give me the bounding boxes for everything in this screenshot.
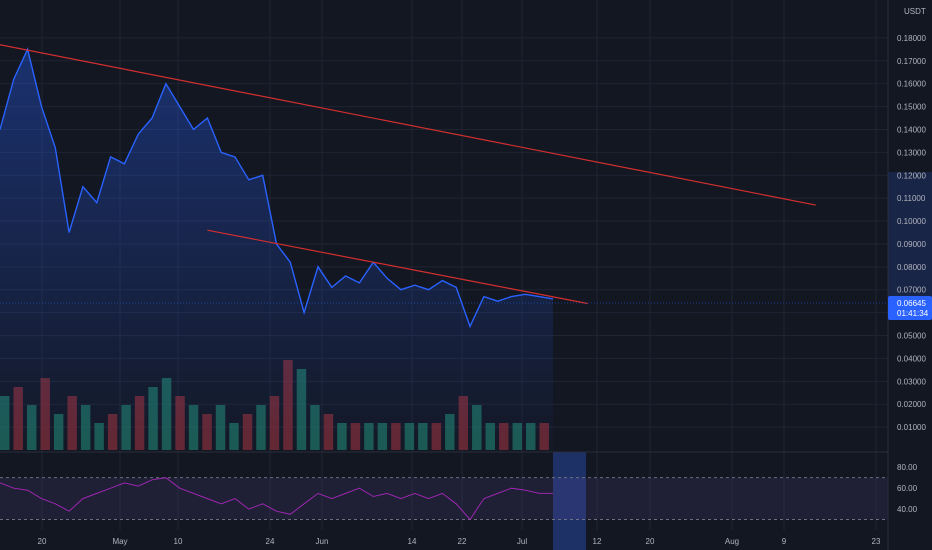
price-tick-label: 0.15000 — [897, 103, 926, 112]
price-axis[interactable]: 0.010000.020000.030000.040000.050000.060… — [887, 0, 926, 550]
time-tick-label: 20 — [38, 537, 47, 546]
price-tick-label: 0.09000 — [897, 240, 926, 249]
last-price-label: 0.06645 — [897, 299, 926, 308]
price-tick-label: 0.16000 — [897, 80, 926, 89]
trendline — [207, 229, 588, 305]
rsi-panel: 40.00 60.00 80.00 — [0, 463, 918, 521]
price-range-highlight — [888, 172, 932, 306]
price-tick-label: 0.13000 — [897, 148, 926, 157]
price-tick-label: 0.04000 — [897, 354, 926, 363]
currency-label: USDT — [904, 7, 926, 16]
price-tick-label: 0.02000 — [897, 400, 926, 409]
countdown-label: 01:41:34 — [897, 309, 929, 318]
price-tick-label: 0.11000 — [897, 194, 926, 203]
price-tick-label: 0.05000 — [897, 332, 926, 341]
time-tick-label: Aug — [725, 537, 739, 546]
price-tick-label: 0.01000 — [897, 423, 926, 432]
price-tick-label: 0.07000 — [897, 286, 926, 295]
price-tag — [888, 296, 932, 320]
time-tick-label: 23 — [872, 537, 881, 546]
price-tick-label: 0.18000 — [897, 34, 926, 43]
trendline — [0, 44, 816, 206]
time-axis[interactable]: 20 May 10 24 Jun 14 22 Jul 12 20 Aug 9 23 — [0, 451, 888, 546]
price-tick-label: 0.12000 — [897, 171, 926, 180]
rsi-tick-label: 40.00 — [897, 505, 918, 514]
time-tick-label: May — [112, 537, 127, 546]
time-tick-label: Jul — [517, 537, 527, 546]
price-tick-label: 0.08000 — [897, 263, 926, 272]
price-tick-label: 0.17000 — [897, 57, 926, 66]
time-tick-label: 12 — [593, 537, 602, 546]
price-area — [0, 49, 553, 451]
rsi-tick-label: 60.00 — [897, 484, 918, 493]
time-tick-label: 20 — [646, 537, 655, 546]
time-tick-label: 24 — [266, 537, 275, 546]
time-tick-label: 22 — [458, 537, 467, 546]
price-tick-label: 0.03000 — [897, 377, 926, 386]
time-tick-label: 14 — [408, 537, 417, 546]
rsi-line — [0, 477, 553, 521]
time-tick-label: Jun — [316, 537, 329, 546]
time-tick-label: 10 — [174, 537, 183, 546]
time-tick-label: 9 — [782, 537, 787, 546]
date-highlight — [553, 452, 586, 550]
price-tick-label: 0.10000 — [897, 217, 926, 226]
price-tick-label: 0.14000 — [897, 125, 926, 134]
rsi-tick-label: 80.00 — [897, 463, 918, 472]
trendlines[interactable] — [0, 44, 816, 305]
rsi-band — [0, 477, 888, 520]
